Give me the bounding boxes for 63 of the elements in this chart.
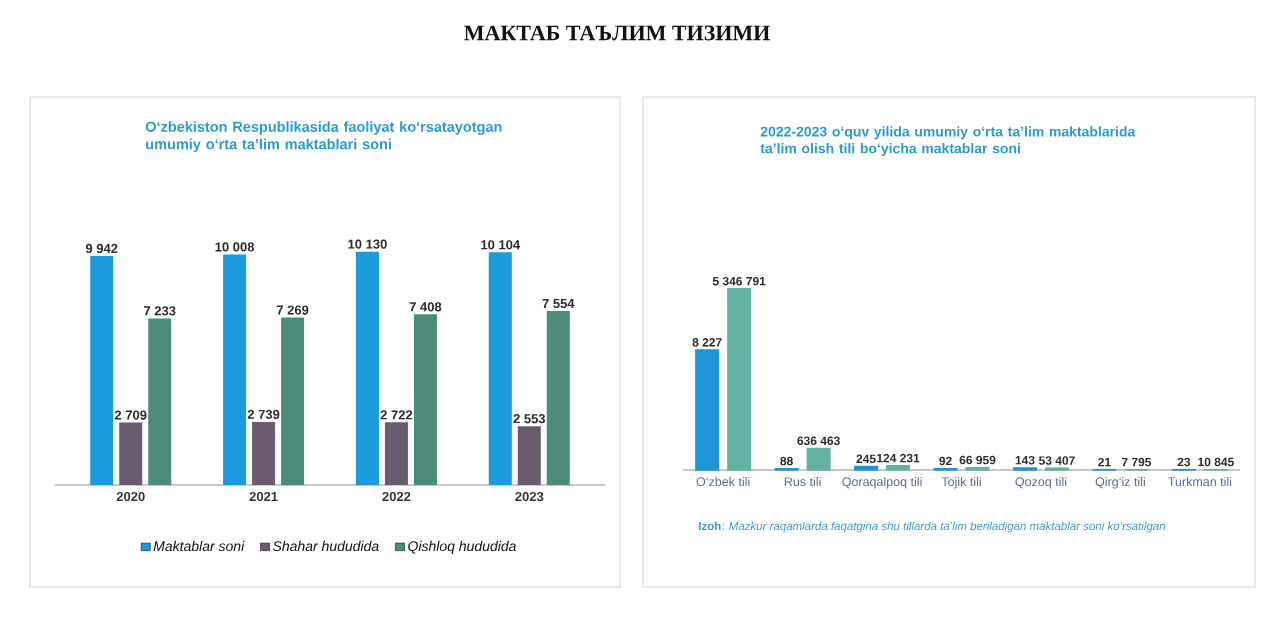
legend-label: Maktablar soni xyxy=(153,540,245,552)
data-label: 92 xyxy=(939,456,952,466)
data-label: 5 346 791 xyxy=(712,276,766,286)
x-tick-label: Turkman tili xyxy=(1168,476,1232,487)
data-label: 7 795 xyxy=(1121,457,1152,467)
data-label: 7 408 xyxy=(409,302,442,312)
bar xyxy=(886,465,911,471)
data-label: 7 269 xyxy=(276,305,309,315)
data-label: 8 227 xyxy=(692,338,722,347)
data-label: 2 739 xyxy=(247,409,280,419)
data-label: 88 xyxy=(780,456,793,466)
x-tick-label: Rus tili xyxy=(784,476,821,487)
legend-label: Shahar hududida xyxy=(272,540,379,552)
chart-subtitle: O‘zbekiston Respublikasida faoliyat ko‘rsatayotgan umumiy o‘rta ta’lim maktablari soni xyxy=(145,121,502,153)
bar xyxy=(281,317,305,485)
data-label: 124 231 xyxy=(877,453,920,463)
data-label: 10 008 xyxy=(215,242,255,252)
data-label: 245 xyxy=(856,454,876,464)
data-label: 9 942 xyxy=(85,243,118,254)
data-label: 66 959 xyxy=(959,455,996,465)
chart-title: МАКТАБ ТАЪЛИМ ТИЗИМИ xyxy=(464,25,770,41)
x-tick-label: Qirg‘iz tili xyxy=(1095,476,1145,489)
legend-label: Qishloq hududida xyxy=(408,540,516,554)
bar xyxy=(806,447,831,471)
bar xyxy=(90,255,114,485)
x-tick-label: Tojik tili xyxy=(941,476,981,489)
data-label: 10 104 xyxy=(481,240,521,250)
x-tick-label: Qozoq tili xyxy=(1015,476,1067,489)
data-label: 636 463 xyxy=(797,436,840,446)
bar xyxy=(384,422,408,485)
data-label: 53 407 xyxy=(1039,456,1075,465)
bar xyxy=(727,288,752,471)
bar xyxy=(965,466,990,471)
bar xyxy=(695,349,720,471)
x-tick-label: O‘zbek tili xyxy=(696,476,750,487)
bar xyxy=(119,422,143,485)
bar xyxy=(148,318,172,485)
x-tick-label: 2021 xyxy=(249,491,278,502)
bar xyxy=(488,252,512,485)
bar xyxy=(1012,467,1037,471)
data-label: 2 553 xyxy=(513,414,546,424)
x-tick-label: Qoraqalpoq tili xyxy=(842,476,922,489)
bar xyxy=(854,465,879,471)
bar xyxy=(355,251,379,485)
data-label: 10 130 xyxy=(348,239,387,249)
x-tick-label: 2023 xyxy=(515,491,544,502)
text: Izoh: Mazkur raqamlarda faqatgina shu tillarda ta’lim beriladigan maktablar soni ko‘rsatilgan xyxy=(699,521,1166,533)
chart-subtitle: 2022-2023 o‘quv yilida umumiy o‘rta ta’lim maktablarida ta’lim olish tili bo‘yicha maktablar soni xyxy=(760,126,1136,157)
bar xyxy=(413,314,437,485)
bar xyxy=(517,426,541,485)
data-label: 143 xyxy=(1015,455,1035,465)
data-label: 21 xyxy=(1098,457,1111,467)
bar xyxy=(252,421,276,485)
x-tick-label: 2020 xyxy=(116,491,145,502)
bar xyxy=(546,311,570,485)
x-tick-label: 2022 xyxy=(382,491,411,502)
data-label: 2 722 xyxy=(380,410,413,420)
data-label: 23 xyxy=(1177,457,1191,467)
data-label: 7 554 xyxy=(542,298,575,309)
data-label: 2 709 xyxy=(114,410,147,420)
data-label: 10 845 xyxy=(1198,457,1234,467)
data-label: 7 233 xyxy=(144,306,176,316)
bar xyxy=(223,254,247,485)
